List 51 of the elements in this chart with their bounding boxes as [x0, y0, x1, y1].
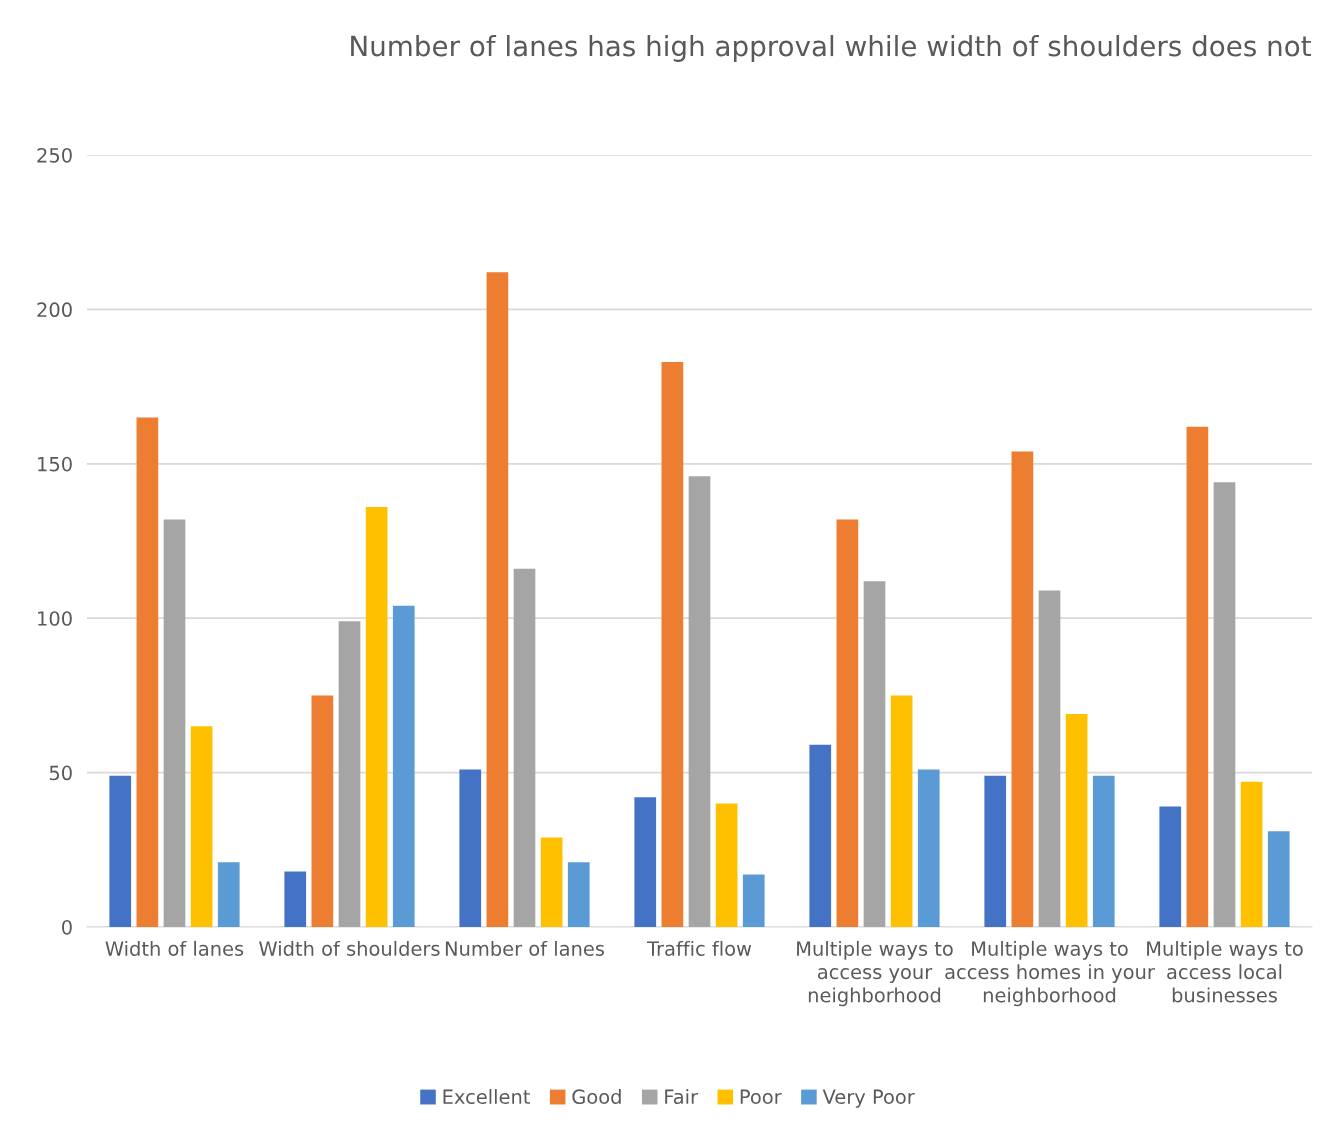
x-tick-label: Width of lanes [105, 940, 244, 956]
bar [284, 871, 307, 927]
bar [890, 695, 913, 927]
x-tick-label: Width of shoulders [259, 940, 440, 956]
chart-title: Number of lanes has high approval while width of shoulders does not [351, 35, 1311, 62]
bar [1092, 775, 1115, 927]
bar [1240, 781, 1263, 927]
bar [661, 361, 684, 927]
bar [1065, 713, 1088, 927]
bar [190, 726, 213, 927]
legend-label: Very Poor [822, 1089, 915, 1108]
legend-label: Excellent [443, 1089, 530, 1105]
bar [809, 744, 832, 927]
bar [634, 797, 657, 927]
bar [1186, 426, 1209, 927]
bar [1038, 590, 1061, 927]
y-tick-label: 100 [38, 611, 72, 626]
bar [217, 862, 240, 927]
x-tick-label: Number of lanes [445, 940, 605, 956]
bar [1267, 831, 1290, 927]
bar [863, 581, 886, 927]
bar [513, 568, 536, 927]
y-tick-label: 0 [62, 919, 72, 935]
bar [1159, 806, 1182, 927]
bar [1213, 482, 1236, 927]
x-tick-label: Traffic flow [646, 940, 752, 956]
bar [984, 775, 1007, 927]
bar [836, 519, 859, 927]
bar [109, 775, 132, 927]
bar [715, 803, 738, 927]
bar [567, 862, 590, 927]
bar [392, 605, 415, 927]
legend-label: Poor [740, 1089, 782, 1105]
bar [338, 621, 361, 927]
bar [540, 837, 563, 927]
bar [1011, 451, 1034, 927]
y-tick-label: 200 [37, 302, 72, 318]
y-tick-label: 50 [49, 765, 72, 781]
bar [163, 519, 186, 927]
y-tick-label: 250 [37, 147, 72, 163]
bar [917, 769, 940, 927]
legend-label: Fair [665, 1089, 699, 1105]
legend-label: Good [572, 1089, 621, 1105]
bar [136, 417, 159, 927]
bar [311, 695, 334, 927]
bar [742, 874, 765, 927]
bar [688, 476, 711, 927]
y-tick-label: 150 [38, 456, 72, 472]
bar [486, 272, 509, 927]
bar [365, 507, 388, 927]
bar [459, 769, 482, 927]
